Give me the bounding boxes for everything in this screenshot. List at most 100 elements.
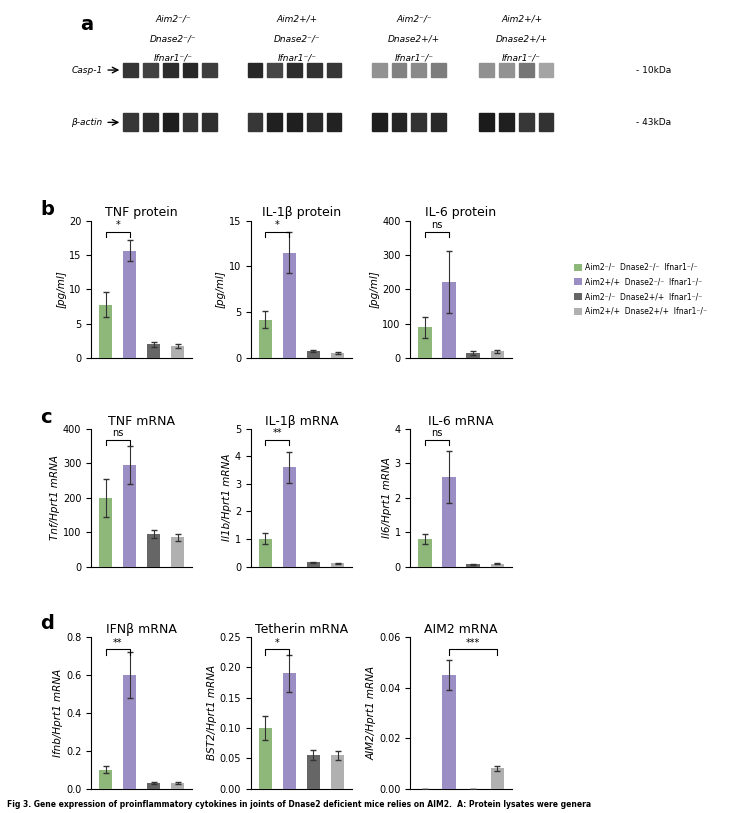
- Text: ns: ns: [432, 220, 443, 230]
- Bar: [327, 63, 341, 77]
- Bar: [391, 63, 406, 77]
- Bar: [99, 770, 112, 789]
- Bar: [123, 63, 138, 77]
- Bar: [331, 563, 344, 567]
- Text: ***: ***: [466, 637, 480, 648]
- Bar: [372, 63, 386, 77]
- Bar: [163, 63, 178, 77]
- Y-axis label: Il6/Hprt1 mRNA: Il6/Hprt1 mRNA: [382, 457, 391, 538]
- Bar: [479, 114, 494, 132]
- Text: *: *: [115, 220, 120, 230]
- Bar: [411, 63, 426, 77]
- Bar: [307, 114, 321, 132]
- Bar: [491, 768, 504, 789]
- Title: TNF protein: TNF protein: [106, 207, 178, 220]
- Bar: [259, 320, 272, 359]
- Bar: [163, 114, 178, 132]
- Bar: [411, 114, 426, 132]
- Bar: [418, 328, 432, 359]
- Bar: [539, 114, 553, 132]
- Y-axis label: BST2/Hprt1 mRNA: BST2/Hprt1 mRNA: [206, 665, 217, 760]
- Y-axis label: [pg/ml]: [pg/ml]: [56, 271, 66, 308]
- Bar: [171, 783, 184, 789]
- Title: IL-1β protein: IL-1β protein: [262, 207, 341, 220]
- Title: Tetherin mRNA: Tetherin mRNA: [255, 623, 348, 636]
- Text: Dnase2+/+: Dnase2+/+: [389, 34, 440, 43]
- Y-axis label: [pg/ml]: [pg/ml]: [370, 271, 379, 308]
- Text: Aim2+/+: Aim2+/+: [501, 15, 542, 24]
- Text: Ifnar1⁻/⁻: Ifnar1⁻/⁻: [278, 54, 317, 63]
- Title: TNF mRNA: TNF mRNA: [108, 415, 175, 428]
- Bar: [123, 675, 136, 789]
- Bar: [268, 63, 282, 77]
- Text: d: d: [41, 615, 55, 633]
- Title: IL-1β mRNA: IL-1β mRNA: [265, 415, 338, 428]
- Bar: [519, 63, 534, 77]
- Legend: Aim2⁻/⁻  Dnase2⁻/⁻  Ifnar1⁻/⁻, Aim2+/+  Dnase2⁻/⁻  Ifnar1⁻/⁻, Aim2⁻/⁻  Dnase2+/+: Aim2⁻/⁻ Dnase2⁻/⁻ Ifnar1⁻/⁻, Aim2+/+ Dna…: [574, 263, 706, 316]
- Bar: [443, 675, 456, 789]
- Bar: [372, 114, 386, 132]
- Bar: [283, 673, 296, 789]
- Bar: [499, 114, 514, 132]
- Bar: [327, 114, 341, 132]
- Bar: [230, 12, 240, 150]
- Bar: [491, 351, 504, 359]
- Bar: [391, 114, 406, 132]
- Text: Casp-1: Casp-1: [71, 66, 102, 75]
- Text: Ifnar1⁻/⁻: Ifnar1⁻/⁻: [395, 54, 434, 63]
- Bar: [519, 114, 534, 132]
- Bar: [443, 477, 456, 567]
- Bar: [183, 63, 198, 77]
- Text: c: c: [41, 408, 52, 427]
- Text: *: *: [275, 637, 280, 648]
- Bar: [287, 114, 302, 132]
- Bar: [147, 345, 160, 359]
- Bar: [283, 467, 296, 567]
- Bar: [283, 253, 296, 359]
- Bar: [467, 353, 480, 359]
- Bar: [171, 537, 184, 567]
- Bar: [307, 563, 320, 567]
- Bar: [183, 114, 198, 132]
- Text: Aim2⁻/⁻: Aim2⁻/⁻: [155, 15, 191, 24]
- Y-axis label: AIM2/Hprt1 mRNA: AIM2/Hprt1 mRNA: [367, 666, 376, 760]
- Bar: [143, 114, 157, 132]
- Y-axis label: Ifnb/Hprt1 mRNA: Ifnb/Hprt1 mRNA: [53, 669, 63, 757]
- Bar: [268, 114, 282, 132]
- Bar: [491, 563, 504, 567]
- Bar: [331, 353, 344, 359]
- Bar: [432, 114, 446, 132]
- Bar: [418, 539, 432, 567]
- Bar: [248, 63, 262, 77]
- Bar: [462, 12, 472, 150]
- Bar: [539, 63, 553, 77]
- Bar: [147, 534, 160, 567]
- Bar: [307, 351, 320, 359]
- Bar: [123, 114, 138, 132]
- Text: Dnase2+/+: Dnase2+/+: [496, 34, 547, 43]
- Bar: [479, 63, 494, 77]
- Y-axis label: [pg/ml]: [pg/ml]: [216, 271, 226, 308]
- Bar: [248, 114, 262, 132]
- Y-axis label: Il1b/Hprt1 mRNA: Il1b/Hprt1 mRNA: [222, 454, 232, 541]
- Bar: [147, 783, 160, 789]
- Bar: [143, 63, 157, 77]
- Title: IL-6 protein: IL-6 protein: [426, 207, 496, 220]
- Bar: [171, 346, 184, 359]
- Text: - 43kDa: - 43kDa: [636, 118, 671, 127]
- Text: a: a: [80, 15, 93, 34]
- Text: Dnase2⁻/⁻: Dnase2⁻/⁻: [274, 34, 321, 43]
- Y-axis label: Tnf/Hprt1 mRNA: Tnf/Hprt1 mRNA: [50, 455, 60, 540]
- Bar: [467, 564, 480, 567]
- Bar: [123, 465, 136, 567]
- Text: Ifnar1⁻/⁻: Ifnar1⁻/⁻: [154, 54, 192, 63]
- Title: IL-6 mRNA: IL-6 mRNA: [428, 415, 494, 428]
- Bar: [443, 282, 456, 359]
- Bar: [99, 498, 112, 567]
- Text: ns: ns: [112, 428, 123, 438]
- Bar: [123, 250, 136, 359]
- Bar: [432, 63, 446, 77]
- Text: Aim2+/+: Aim2+/+: [277, 15, 318, 24]
- Title: IFNβ mRNA: IFNβ mRNA: [106, 623, 177, 636]
- Text: Aim2⁻/⁻: Aim2⁻/⁻: [397, 15, 432, 24]
